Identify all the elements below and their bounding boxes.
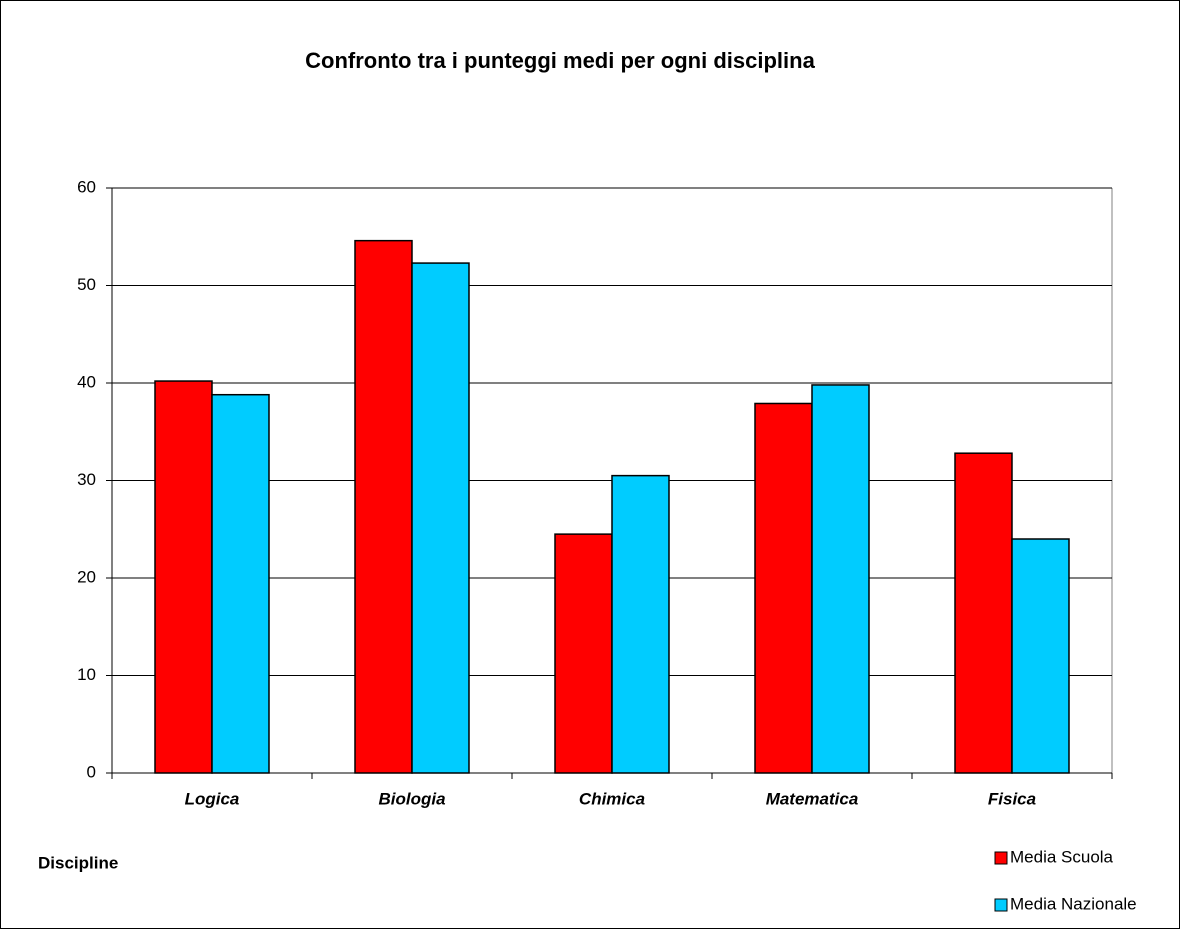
bar (1011, 538, 1070, 774)
bar (554, 533, 613, 774)
bar (211, 393, 270, 774)
x-tick-label: Logica (185, 789, 240, 808)
x-tick-label: Matematica (766, 789, 859, 808)
bar (611, 474, 670, 774)
legend-label: Media Scuola (1010, 847, 1114, 866)
legend-swatch (994, 898, 1008, 912)
x-axis-label: Discipline (38, 853, 118, 872)
x-tick-label: Biologia (378, 789, 445, 808)
bar (811, 384, 870, 774)
y-tick-label: 20 (77, 567, 96, 586)
bar (954, 452, 1013, 774)
y-tick-label: 30 (77, 470, 96, 489)
legend-swatch (994, 851, 1008, 865)
chart-title: Confronto tra i punteggi medi per ogni d… (305, 48, 815, 73)
y-tick-label: 60 (77, 177, 96, 196)
y-tick-label: 50 (77, 275, 96, 294)
x-tick-label: Chimica (579, 789, 645, 808)
y-tick-label: 40 (77, 372, 96, 391)
x-tick-label: Fisica (988, 789, 1036, 808)
y-tick-label: 10 (77, 665, 96, 684)
bar (154, 380, 213, 774)
bar (411, 262, 470, 774)
bar (754, 402, 813, 774)
bar (354, 239, 413, 774)
y-tick-label: 0 (87, 762, 96, 781)
legend-label: Media Nazionale (1010, 894, 1137, 913)
